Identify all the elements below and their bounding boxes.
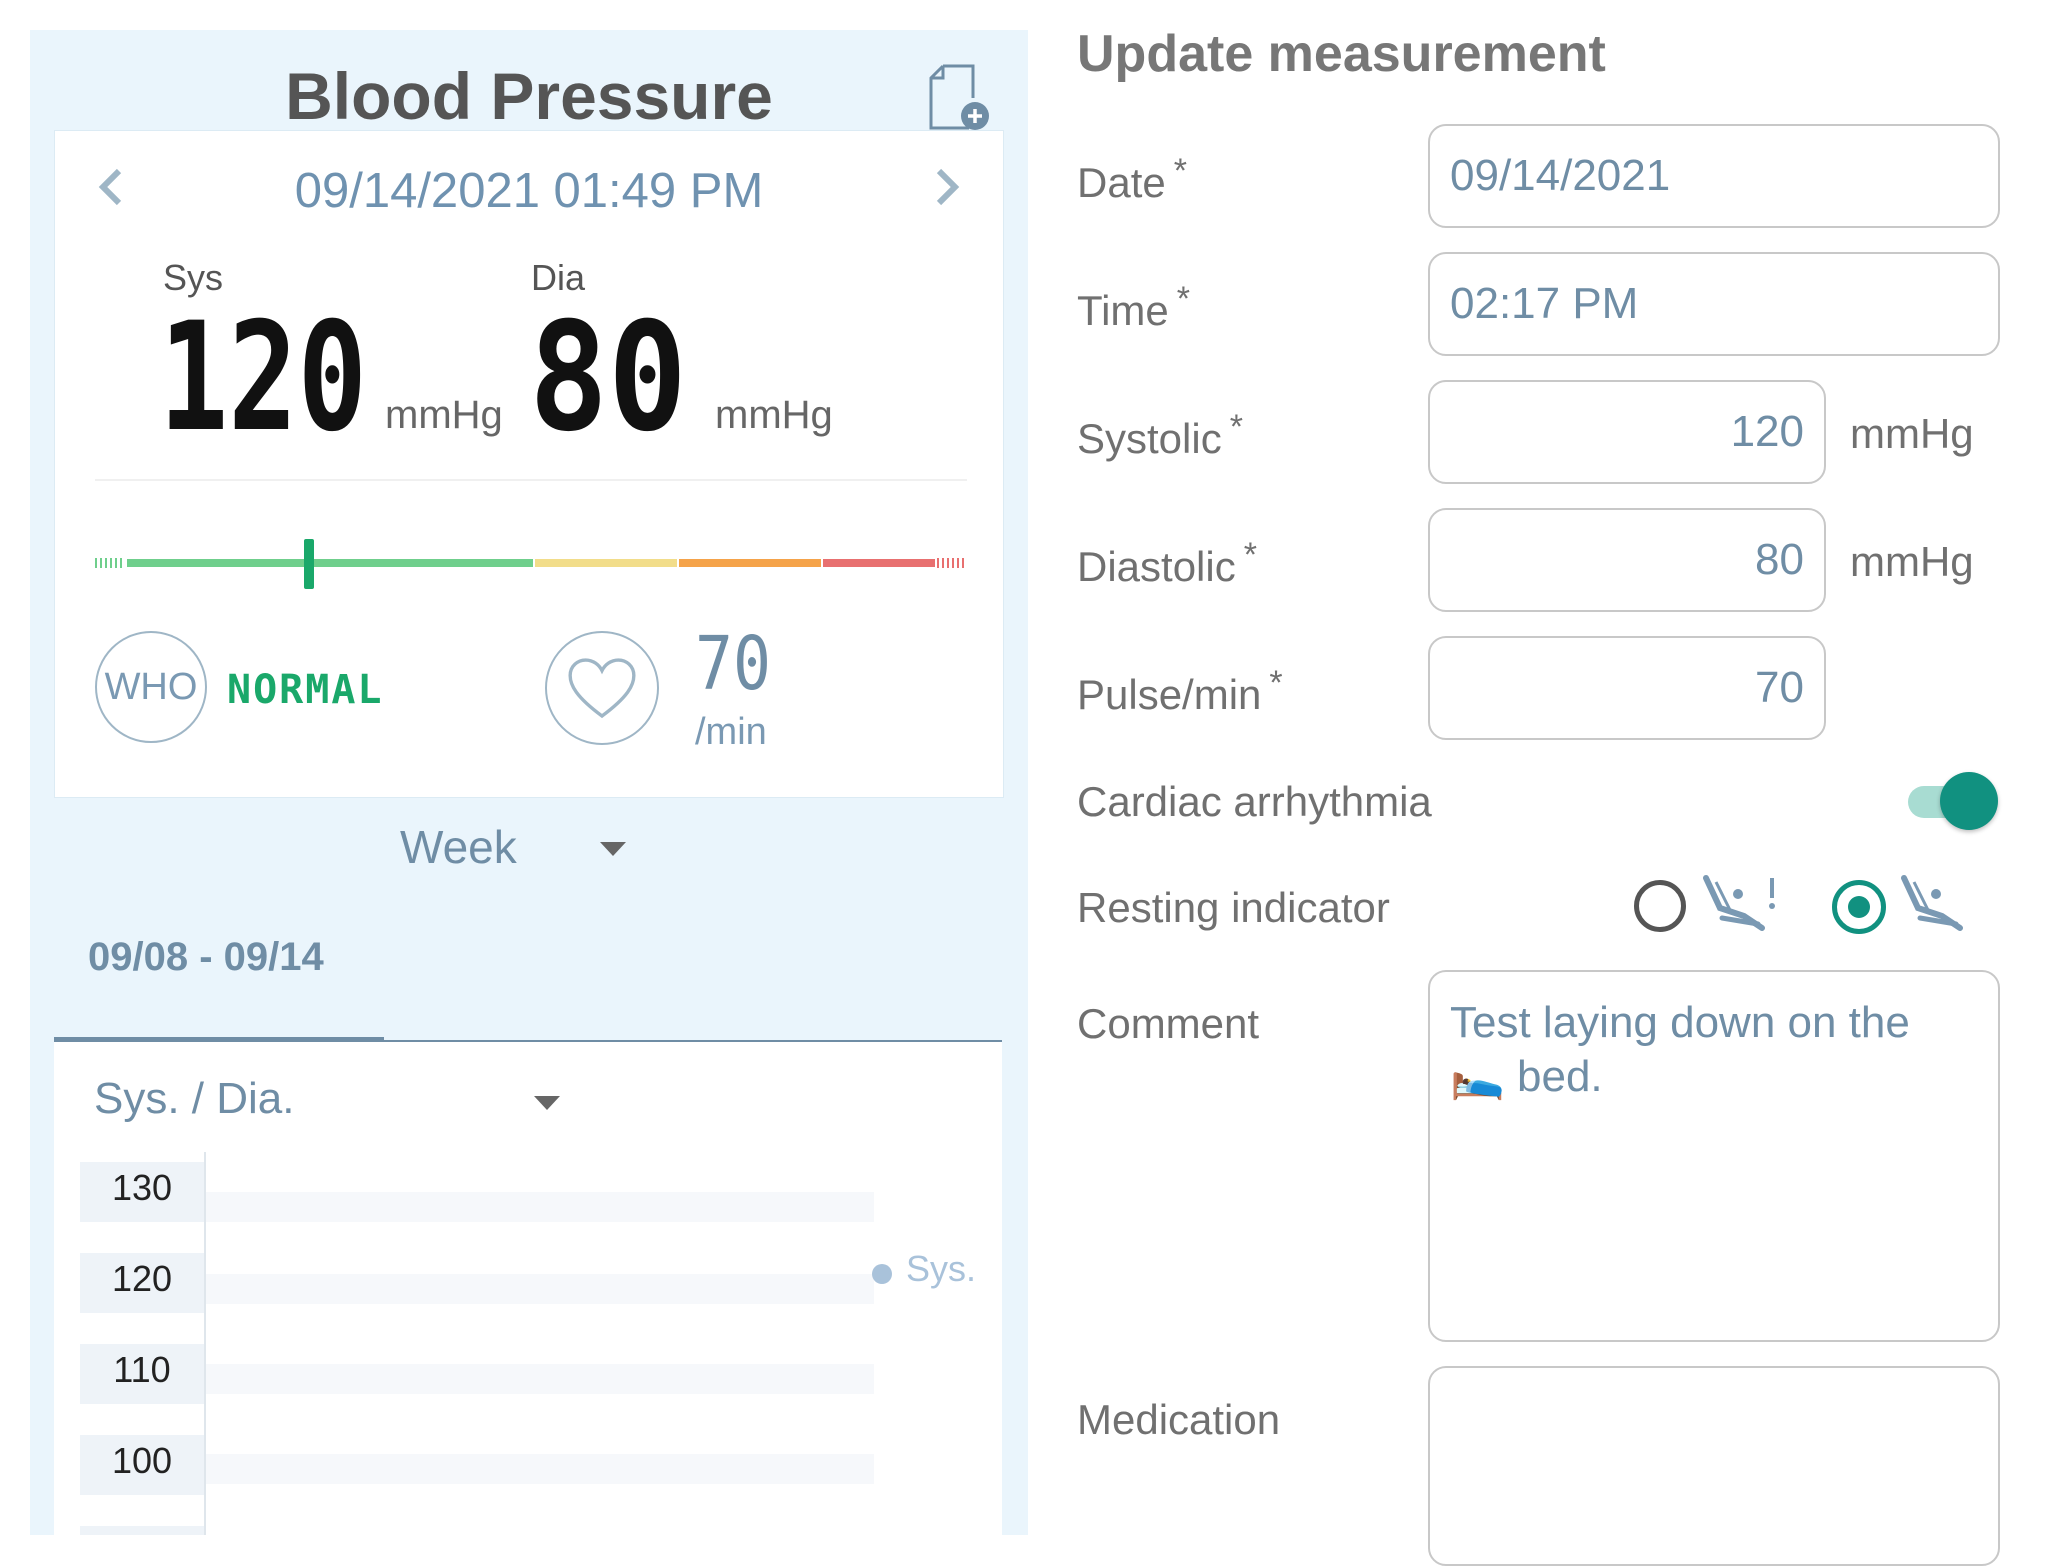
y-tick-label: 120 xyxy=(80,1253,204,1313)
comment-label: Comment xyxy=(1077,1000,1260,1047)
pulse-value: 70 xyxy=(695,631,771,697)
required-asterisk: * xyxy=(1269,664,1283,702)
scale-tick xyxy=(947,558,949,568)
medication-field[interactable] xyxy=(1428,1366,2000,1566)
scale-tick xyxy=(105,558,107,568)
scale-tick xyxy=(110,558,112,568)
y-tick-label: 130 xyxy=(80,1162,204,1222)
y-tick-label: 100 xyxy=(80,1435,204,1495)
resting-chair-icon xyxy=(1901,875,1963,931)
scale-tick xyxy=(95,558,97,568)
dia-unit: mmHg xyxy=(715,393,833,437)
radio-selected-dot xyxy=(1848,896,1870,918)
chart-metric-dropdown[interactable]: Sys. / Dia. xyxy=(94,1074,295,1123)
scale-tick xyxy=(942,558,944,568)
required-asterisk: * xyxy=(1229,408,1243,446)
y-axis xyxy=(204,1152,206,1535)
y-tick-label: 90 xyxy=(80,1526,204,1535)
sys-label: Sys xyxy=(163,257,224,298)
required-asterisk: * xyxy=(1243,536,1257,574)
chart-card: Sys. / Dia. 130 120 110 100 90 Sys. xyxy=(54,1042,1002,1535)
scale-tick xyxy=(952,558,954,568)
diastolic-label: Diastolic * xyxy=(1077,536,1257,590)
systolic-unit: mmHg xyxy=(1850,410,1974,457)
systolic-field[interactable]: 120 xyxy=(1428,380,1826,484)
date-range-tab[interactable]: 09/08 - 09/14 xyxy=(88,935,324,979)
blood-pressure-panel: Blood Pressure 09/14/2021 01:49 PM Sys D… xyxy=(30,30,1028,1535)
scale-tick xyxy=(962,558,964,568)
period-dropdown[interactable]: Week xyxy=(400,821,517,873)
divider xyxy=(95,479,967,481)
svg-text:70: 70 xyxy=(695,631,771,697)
svg-text:120: 120 xyxy=(159,311,367,446)
tab-active-indicator xyxy=(54,1037,384,1044)
time-field[interactable]: 02:17 PM xyxy=(1428,252,2000,356)
grid-band xyxy=(206,1192,874,1222)
scale-tick xyxy=(115,558,117,568)
diastolic-field[interactable]: 80 xyxy=(1428,508,1826,612)
medication-label: Medication xyxy=(1077,1396,1281,1443)
not-resting-chair-icon xyxy=(1703,875,1775,931)
radio-resting[interactable] xyxy=(1832,880,1886,934)
pulse-label: Pulse/min * xyxy=(1077,664,1283,718)
chart-metric-chevron-down-icon[interactable] xyxy=(534,1096,560,1110)
sys-value: 120 xyxy=(159,311,367,446)
scale-marker xyxy=(303,539,314,589)
next-arrow-icon[interactable] xyxy=(927,163,967,211)
classification-text: NORMAL xyxy=(227,667,384,713)
previous-arrow-icon[interactable] xyxy=(91,163,131,211)
heart-icon xyxy=(545,631,659,745)
diastolic-unit: mmHg xyxy=(1850,538,1974,585)
comment-field[interactable]: Test laying down on the 🛌 bed. xyxy=(1428,970,2000,1342)
legend-sys-dot xyxy=(872,1264,892,1284)
pulse-unit: /min xyxy=(695,711,767,753)
tab-underline xyxy=(54,1040,1002,1042)
date-label: Date * xyxy=(1077,152,1187,206)
dia-label: Dia xyxy=(531,257,586,298)
resting-indicator-label: Resting indicator xyxy=(1077,884,1390,931)
grid-band xyxy=(206,1274,874,1304)
scale-tick xyxy=(100,558,102,568)
required-asterisk: * xyxy=(1173,152,1187,190)
who-classification-scale xyxy=(95,558,964,568)
radio-not-resting[interactable] xyxy=(1634,880,1686,932)
page-title: Blood Pressure xyxy=(285,59,773,133)
scale-tick xyxy=(957,558,959,568)
systolic-label: Systolic * xyxy=(1077,408,1243,462)
required-asterisk: * xyxy=(1176,280,1191,318)
time-label: Time * xyxy=(1077,280,1191,334)
scale-tick xyxy=(120,558,122,568)
dia-value: 80 xyxy=(529,311,687,446)
arrhythmia-toggle[interactable] xyxy=(1940,772,1998,830)
reading-datetime[interactable]: 09/14/2021 01:49 PM xyxy=(294,164,764,218)
who-badge: WHO xyxy=(95,631,207,743)
scale-tick xyxy=(937,558,939,568)
grid-band xyxy=(206,1364,874,1394)
y-tick-label: 110 xyxy=(80,1344,204,1404)
svg-text:80: 80 xyxy=(529,311,687,446)
legend-sys-label: Sys. xyxy=(906,1248,977,1289)
reading-card: 09/14/2021 01:49 PM Sys Dia 120 mmHg 80 … xyxy=(54,130,1004,798)
sys-unit: mmHg xyxy=(385,393,503,437)
add-document-icon[interactable] xyxy=(925,62,995,134)
grid-band xyxy=(206,1454,874,1484)
update-measurement-title: Update measurement xyxy=(1077,25,1606,83)
pulse-field[interactable]: 70 xyxy=(1428,636,1826,740)
date-field[interactable]: 09/14/2021 xyxy=(1428,124,2000,228)
period-chevron-down-icon[interactable] xyxy=(600,842,626,856)
arrhythmia-label: Cardiac arrhythmia xyxy=(1077,778,1432,825)
